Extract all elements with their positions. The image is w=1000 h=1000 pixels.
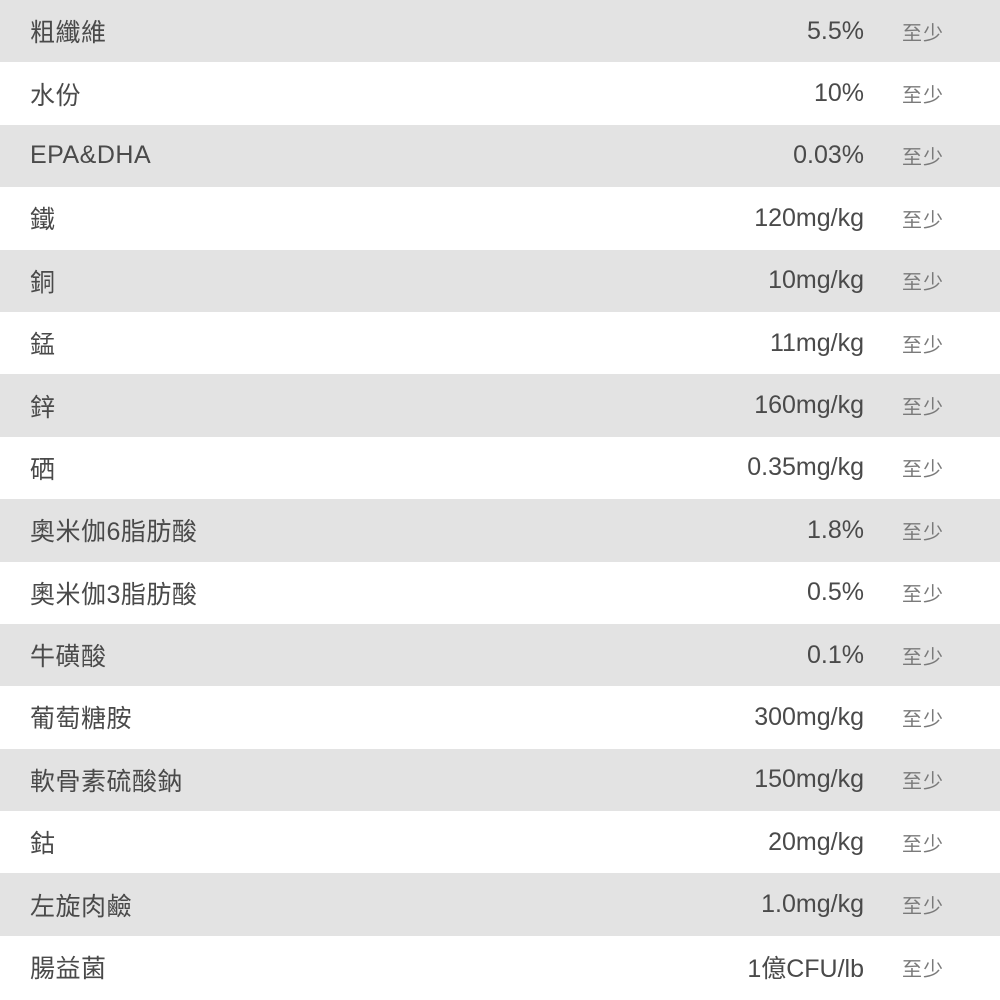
row-value: 5.5%: [550, 17, 902, 46]
table-row: 錳 11mg/kg 至少: [0, 312, 1000, 374]
row-name: 奧米伽3脂肪酸: [30, 575, 550, 611]
row-note: 至少: [902, 578, 972, 607]
row-value: 1億CFU/lb: [550, 949, 902, 985]
row-value: 10%: [550, 79, 902, 108]
row-value: 1.0mg/kg: [550, 890, 902, 919]
row-value: 160mg/kg: [550, 391, 902, 420]
table-row: 硒 0.35mg/kg 至少: [0, 437, 1000, 499]
row-value: 10mg/kg: [550, 266, 902, 295]
table-row: 奧米伽3脂肪酸 0.5% 至少: [0, 562, 1000, 624]
row-name: 粗纖維: [30, 13, 550, 49]
row-note: 至少: [902, 453, 972, 482]
row-name: 軟骨素硫酸鈉: [30, 762, 550, 798]
row-note: 至少: [902, 141, 972, 170]
row-value: 20mg/kg: [550, 828, 902, 857]
row-note: 至少: [902, 266, 972, 295]
table-row: 粗纖維 5.5% 至少: [0, 0, 1000, 62]
row-value: 1.8%: [550, 516, 902, 545]
row-note: 至少: [902, 641, 972, 670]
row-note: 至少: [902, 79, 972, 108]
table-row: 奧米伽6脂肪酸 1.8% 至少: [0, 499, 1000, 561]
table-row: 銅 10mg/kg 至少: [0, 250, 1000, 312]
row-value: 120mg/kg: [550, 204, 902, 233]
row-note: 至少: [902, 391, 972, 420]
row-name: 左旋肉鹼: [30, 887, 550, 923]
row-value: 11mg/kg: [550, 329, 902, 358]
row-name: 鐵: [30, 200, 550, 236]
row-value: 0.5%: [550, 578, 902, 607]
row-name: 硒: [30, 450, 550, 486]
table-row: 水份 10% 至少: [0, 62, 1000, 124]
table-row: 左旋肉鹼 1.0mg/kg 至少: [0, 873, 1000, 935]
row-value: 300mg/kg: [550, 703, 902, 732]
row-value: 0.35mg/kg: [550, 453, 902, 482]
row-note: 至少: [902, 890, 972, 919]
row-note: 至少: [902, 17, 972, 46]
row-note: 至少: [902, 953, 972, 982]
row-note: 至少: [902, 204, 972, 233]
row-name: 鈷: [30, 824, 550, 860]
table-row: 鈷 20mg/kg 至少: [0, 811, 1000, 873]
table-row: 鋅 160mg/kg 至少: [0, 374, 1000, 436]
row-value: 0.03%: [550, 141, 902, 170]
row-value: 0.1%: [550, 641, 902, 670]
nutrition-table: 粗纖維 5.5% 至少 水份 10% 至少 EPA&DHA 0.03% 至少 鐵…: [0, 0, 1000, 998]
row-note: 至少: [902, 329, 972, 358]
row-name: 牛磺酸: [30, 637, 550, 673]
table-row: 葡萄糖胺 300mg/kg 至少: [0, 686, 1000, 748]
table-row: EPA&DHA 0.03% 至少: [0, 125, 1000, 187]
row-name: EPA&DHA: [30, 141, 550, 170]
row-name: 奧米伽6脂肪酸: [30, 512, 550, 548]
row-note: 至少: [902, 703, 972, 732]
row-name: 鋅: [30, 388, 550, 424]
row-note: 至少: [902, 828, 972, 857]
row-name: 腸益菌: [30, 949, 550, 985]
row-note: 至少: [902, 765, 972, 794]
table-row: 腸益菌 1億CFU/lb 至少: [0, 936, 1000, 998]
row-name: 葡萄糖胺: [30, 699, 550, 735]
table-row: 牛磺酸 0.1% 至少: [0, 624, 1000, 686]
row-name: 銅: [30, 263, 550, 299]
row-name: 水份: [30, 76, 550, 112]
row-note: 至少: [902, 516, 972, 545]
row-value: 150mg/kg: [550, 765, 902, 794]
row-name: 錳: [30, 325, 550, 361]
table-row: 鐵 120mg/kg 至少: [0, 187, 1000, 249]
table-row: 軟骨素硫酸鈉 150mg/kg 至少: [0, 749, 1000, 811]
